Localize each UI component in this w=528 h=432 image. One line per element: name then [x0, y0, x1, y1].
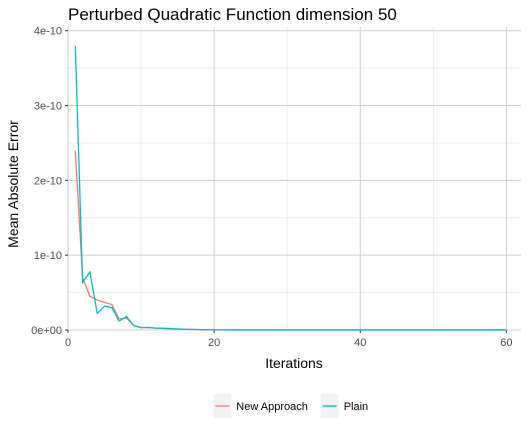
y-axis-title: Mean Absolute Error	[5, 120, 21, 248]
x-tick-label: 60	[500, 337, 512, 349]
x-tick-label: 40	[354, 337, 366, 349]
legend: New Approach Plain	[213, 394, 368, 418]
axis-ticks: 0 20 40 60 0e+00 1e-10 2e-10 3e-10 4e-10	[31, 26, 512, 349]
x-tick-label: 0	[65, 337, 71, 349]
y-tick-label: 2e-10	[34, 175, 62, 187]
series-line-plain	[74, 45, 507, 331]
y-tick-label: 1e-10	[34, 250, 62, 262]
legend-label-plain: Plain	[344, 401, 368, 413]
series-line-new-approach	[74, 150, 507, 331]
y-tick-label: 0e+00	[31, 325, 62, 337]
legend-label-new-approach: New Approach	[236, 401, 308, 413]
y-tick-label: 4e-10	[34, 26, 62, 38]
y-tick-label: 3e-10	[34, 101, 62, 113]
chart-title: Perturbed Quadratic Function dimension 5…	[68, 5, 397, 24]
x-axis-title: Iterations	[265, 355, 323, 371]
x-tick-label: 20	[208, 337, 220, 349]
plot-series	[74, 45, 507, 331]
plot-grid	[67, 27, 521, 331]
